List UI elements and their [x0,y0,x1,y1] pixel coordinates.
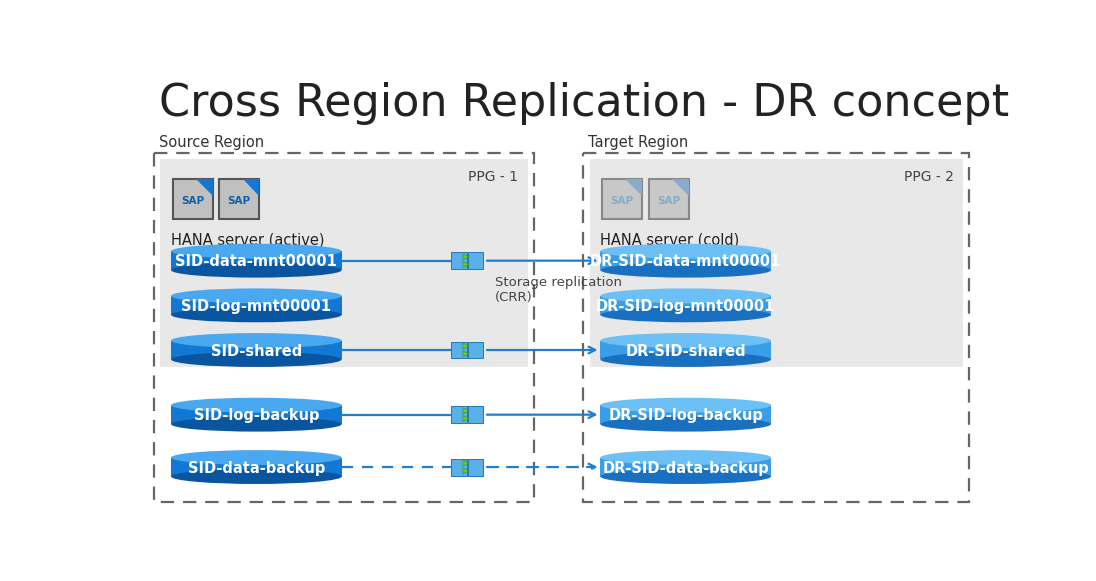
Ellipse shape [601,469,770,484]
Text: DR-SID-data-mnt00001: DR-SID-data-mnt00001 [590,254,781,270]
Polygon shape [171,405,342,424]
Ellipse shape [601,333,770,348]
Text: Cross Region Replication - DR concept: Cross Region Replication - DR concept [159,82,1009,125]
Ellipse shape [171,288,342,303]
Polygon shape [626,179,642,196]
Text: PPG - 2: PPG - 2 [904,170,954,184]
Ellipse shape [171,333,342,348]
Polygon shape [601,405,770,424]
Text: SID-log-mnt00001: SID-log-mnt00001 [181,299,331,314]
Text: SID-shared: SID-shared [210,343,302,358]
Ellipse shape [601,288,770,303]
Text: HANA server (active): HANA server (active) [171,233,324,248]
Ellipse shape [171,469,342,484]
Text: SID-data-mnt00001: SID-data-mnt00001 [175,254,338,270]
Polygon shape [463,460,469,467]
Ellipse shape [171,263,342,278]
Text: Storage replication
(CRR): Storage replication (CRR) [495,276,623,304]
Text: HANA server (cold): HANA server (cold) [601,233,740,248]
Text: SAP: SAP [658,196,681,206]
Polygon shape [672,179,688,196]
Ellipse shape [601,398,770,413]
Polygon shape [463,343,469,349]
Text: Target Region: Target Region [589,135,688,150]
Polygon shape [171,251,342,270]
FancyBboxPatch shape [160,159,527,367]
Text: SAP: SAP [181,196,204,206]
FancyBboxPatch shape [219,179,260,219]
Polygon shape [196,179,213,196]
FancyBboxPatch shape [468,342,483,358]
FancyBboxPatch shape [452,342,467,358]
FancyBboxPatch shape [590,159,963,367]
Polygon shape [601,340,770,360]
Polygon shape [601,251,770,270]
Ellipse shape [601,244,770,259]
Text: SAP: SAP [610,196,633,206]
FancyBboxPatch shape [452,458,467,475]
Polygon shape [463,254,469,260]
FancyBboxPatch shape [649,179,688,219]
Polygon shape [463,408,469,414]
Text: DR-SID-log-backup: DR-SID-log-backup [608,408,763,424]
FancyBboxPatch shape [468,458,483,475]
Ellipse shape [171,307,342,322]
Ellipse shape [171,352,342,367]
Text: DR-SID-data-backup: DR-SID-data-backup [603,461,769,476]
FancyBboxPatch shape [173,179,213,219]
Text: DR-SID-shared: DR-SID-shared [626,343,746,358]
FancyBboxPatch shape [468,406,483,423]
Text: DR-SID-log-mnt00001: DR-SID-log-mnt00001 [596,299,775,314]
Polygon shape [463,415,469,422]
Ellipse shape [601,263,770,278]
Text: SID-log-backup: SID-log-backup [194,408,319,424]
FancyBboxPatch shape [452,252,467,269]
FancyBboxPatch shape [602,179,642,219]
Text: SID-data-backup: SID-data-backup [187,461,326,476]
Polygon shape [601,296,770,315]
Polygon shape [171,458,342,476]
Ellipse shape [171,417,342,432]
Ellipse shape [171,398,342,413]
Polygon shape [242,179,260,196]
Ellipse shape [601,450,770,465]
Ellipse shape [601,352,770,367]
Text: Source Region: Source Region [159,135,264,150]
Polygon shape [171,340,342,360]
Polygon shape [601,458,770,476]
Polygon shape [463,468,469,474]
FancyBboxPatch shape [468,252,483,269]
Ellipse shape [171,450,342,465]
Ellipse shape [171,244,342,259]
Polygon shape [463,261,469,268]
Text: PPG - 1: PPG - 1 [468,170,518,184]
Polygon shape [171,296,342,315]
Ellipse shape [601,307,770,322]
Ellipse shape [601,417,770,432]
Text: SAP: SAP [228,196,251,206]
FancyBboxPatch shape [452,406,467,423]
Polygon shape [463,351,469,357]
